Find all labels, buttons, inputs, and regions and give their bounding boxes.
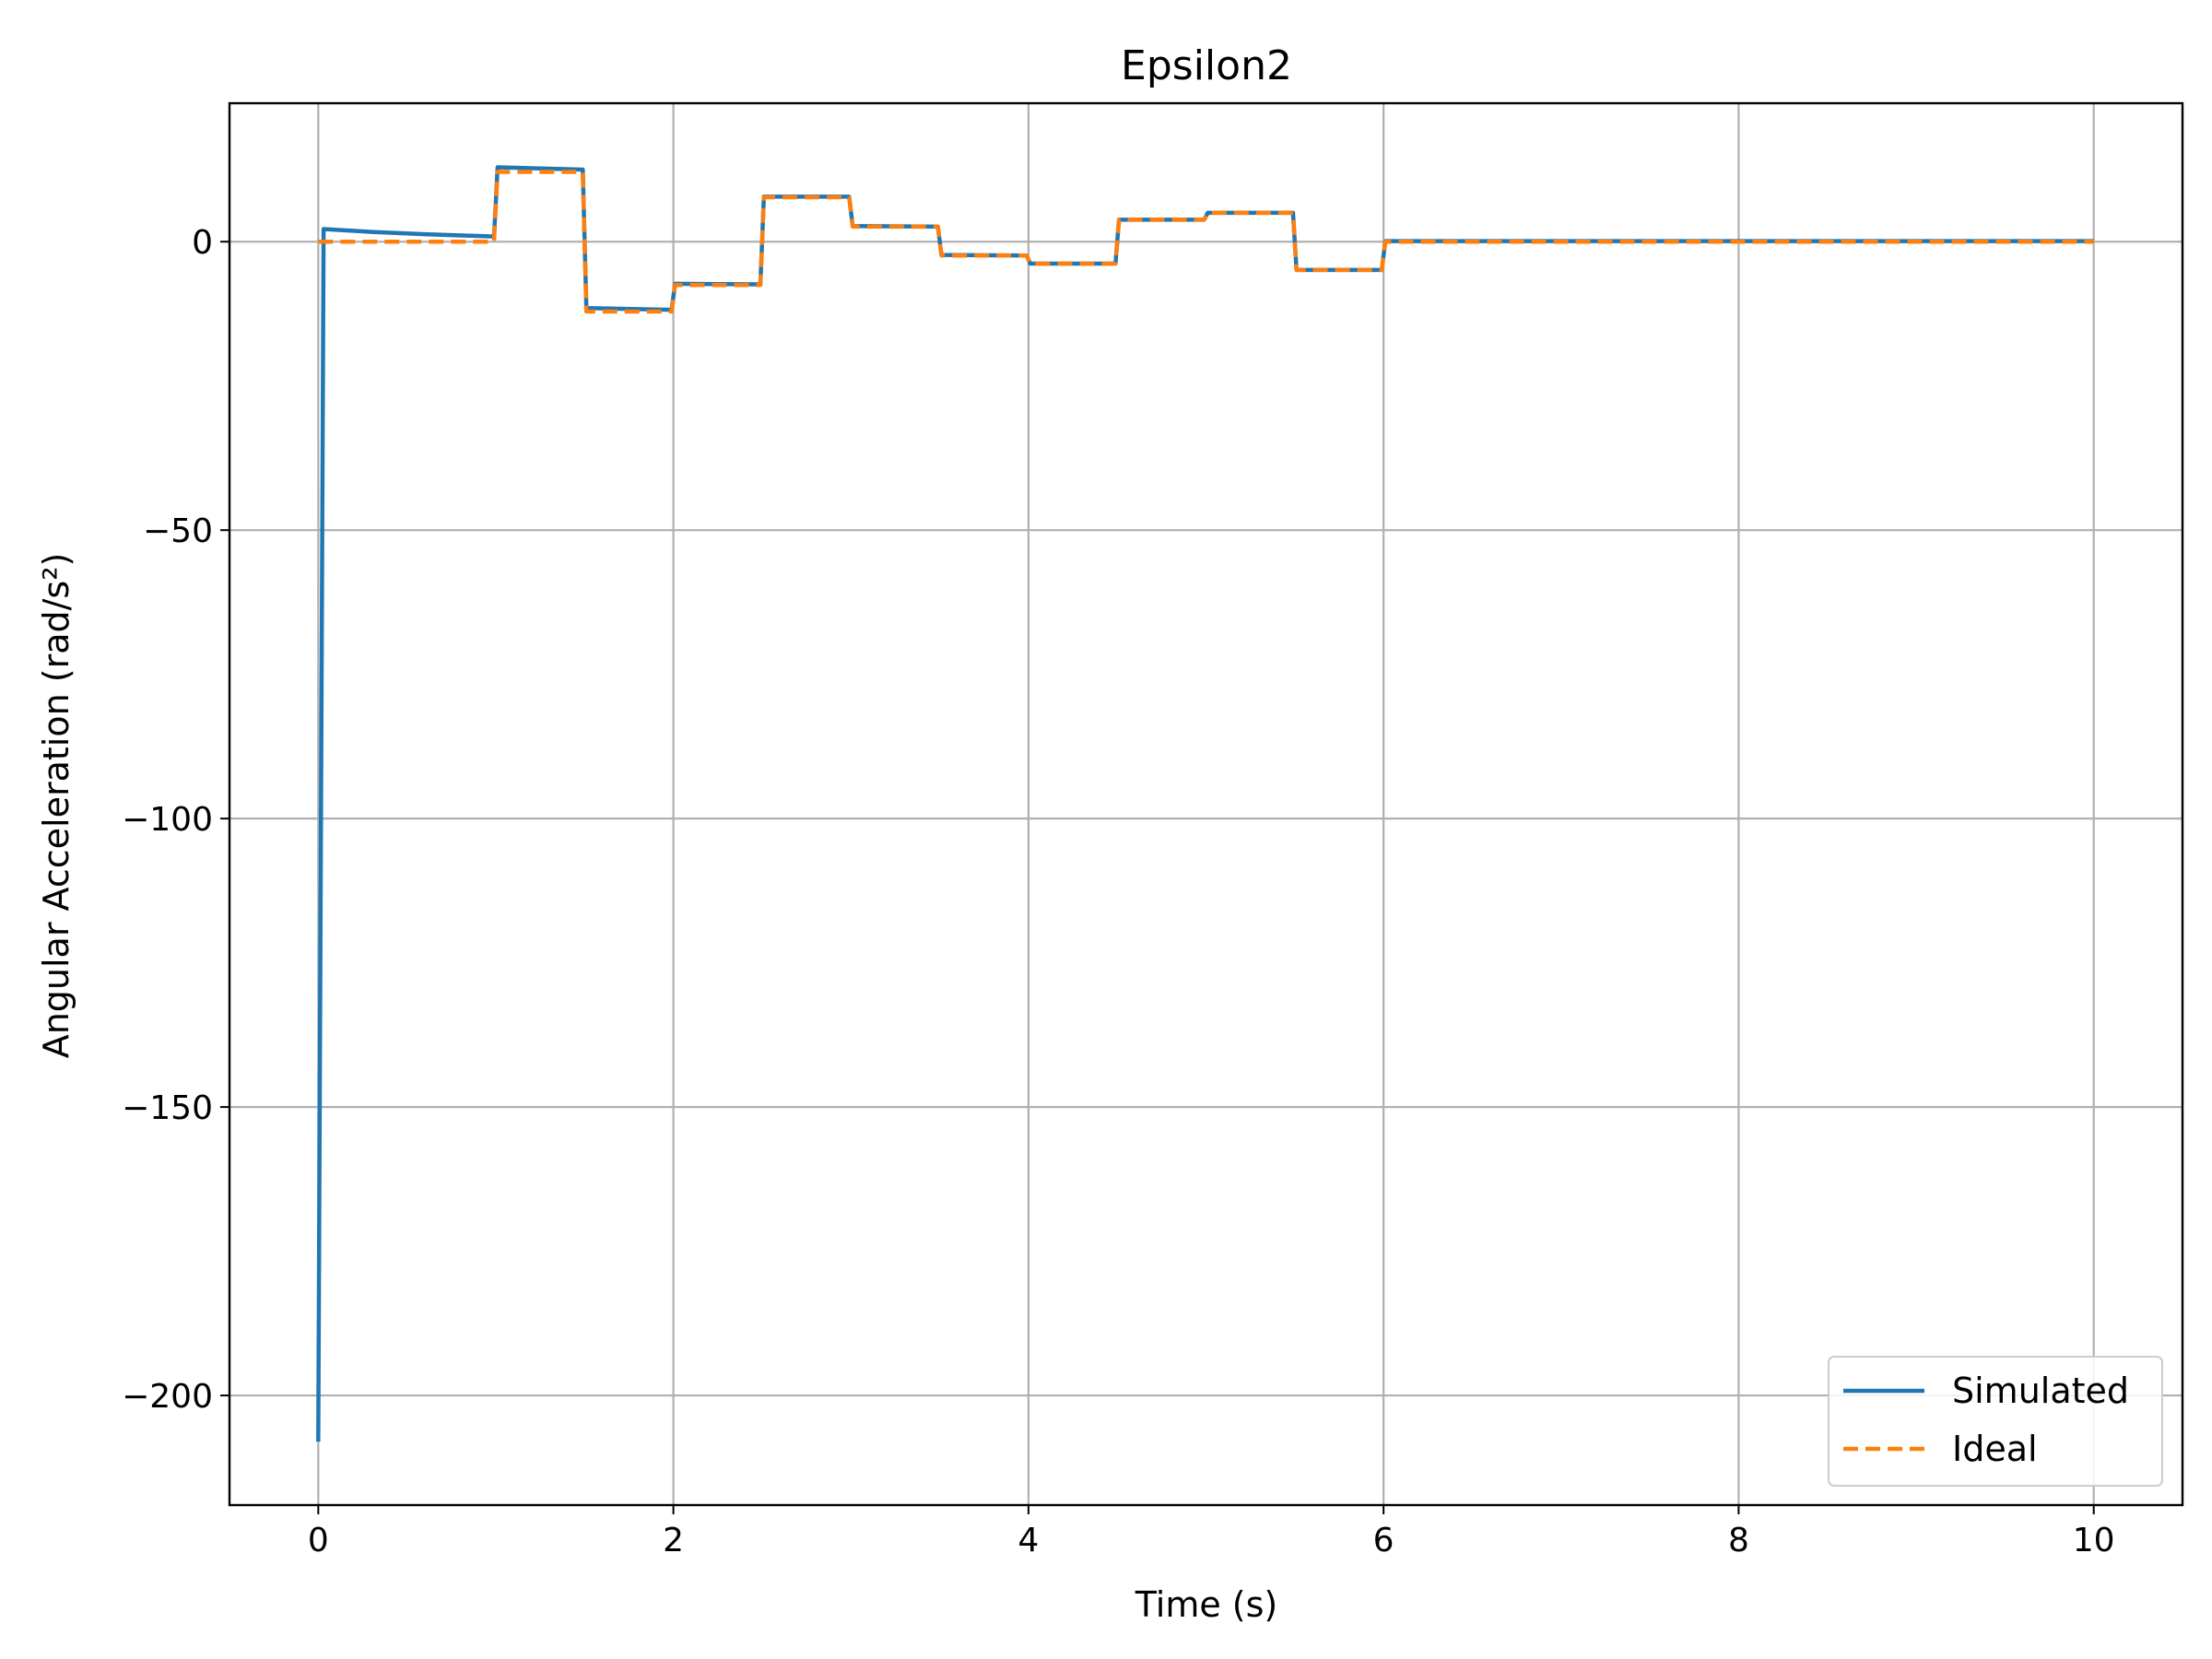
y-axis-label: Angular Acceleration (rad/s²): [36, 553, 76, 1059]
series-group: [316, 165, 2094, 1442]
legend-label-ideal: Ideal: [1952, 1429, 2038, 1469]
x-tick-label: 2: [663, 1522, 684, 1559]
y-tick-label: −50: [143, 512, 213, 550]
chart-title: Epsilon2: [1121, 42, 1292, 89]
y-tick-label: −200: [122, 1378, 213, 1416]
x-tick-label: 4: [1018, 1522, 1039, 1559]
ticks: 0 2 4 6 8 10 0 −50 −100 −150 −200: [122, 224, 2114, 1559]
x-tick-label: 0: [308, 1522, 329, 1559]
x-axis-label: Time (s): [1135, 1584, 1278, 1625]
x-tick-label: 8: [1728, 1522, 1749, 1559]
plot-frame: [228, 101, 2184, 1507]
y-tick-label: −150: [122, 1089, 213, 1127]
legend-label-simulated: Simulated: [1952, 1371, 2129, 1411]
y-tick-label: 0: [192, 224, 213, 262]
legend: Simulated Ideal: [1828, 1356, 2163, 1487]
x-tick-label: 6: [1373, 1522, 1394, 1559]
y-tick-label: −100: [122, 801, 213, 839]
series-line-ideal: [318, 170, 2094, 314]
x-tick-label: 10: [2073, 1522, 2115, 1559]
